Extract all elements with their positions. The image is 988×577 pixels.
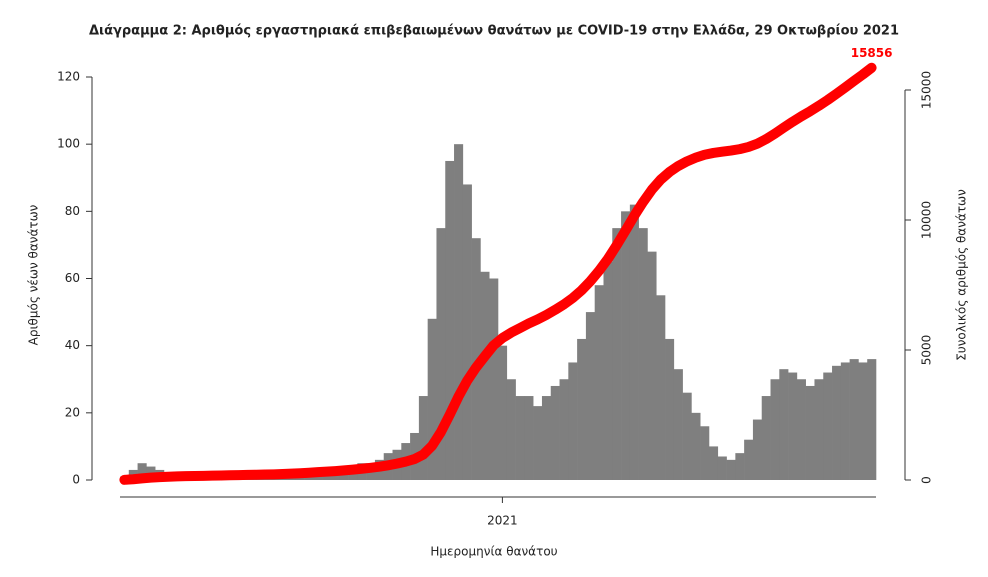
bar xyxy=(621,211,631,481)
bar xyxy=(489,278,499,480)
bar xyxy=(480,271,490,480)
bar xyxy=(638,228,648,480)
bar xyxy=(779,369,789,480)
bar xyxy=(454,144,464,480)
bar xyxy=(471,238,481,480)
bar xyxy=(717,456,727,480)
bar xyxy=(418,396,428,480)
bar xyxy=(814,379,824,480)
bar xyxy=(647,251,657,480)
y2-tick-label: 10000 xyxy=(920,201,934,239)
bar xyxy=(805,385,815,480)
bar xyxy=(726,459,736,480)
bar xyxy=(603,261,613,480)
bar xyxy=(445,160,455,481)
bar xyxy=(550,385,560,480)
bar xyxy=(796,379,806,480)
bar xyxy=(858,362,868,480)
bar xyxy=(752,419,763,480)
bar xyxy=(585,312,595,480)
y-tick-label: 80 xyxy=(65,204,80,218)
bar xyxy=(524,396,534,480)
bar xyxy=(506,379,516,480)
y-tick-label: 0 xyxy=(72,473,80,487)
bar xyxy=(577,338,587,480)
bar xyxy=(541,396,552,480)
y2-tick-label: 15000 xyxy=(920,71,934,109)
bar xyxy=(498,345,508,480)
bar xyxy=(612,228,622,480)
y-tick-label: 120 xyxy=(57,70,80,84)
bar xyxy=(436,228,446,480)
bar xyxy=(665,338,675,480)
x-axis-title: Ημερομηνία θανάτου xyxy=(430,545,557,559)
y2-tick-label: 0 xyxy=(920,476,934,484)
bar xyxy=(673,369,683,480)
y-tick-label: 20 xyxy=(65,405,80,419)
cumulative-line xyxy=(119,62,877,485)
bar xyxy=(656,295,666,480)
bar xyxy=(682,392,692,480)
y-axis-title: Αριθμός νέων θανάτων xyxy=(27,204,41,345)
bar xyxy=(832,365,842,480)
data-label: 15856 xyxy=(851,46,893,60)
bar xyxy=(735,453,745,480)
bar xyxy=(788,372,798,480)
bar xyxy=(568,362,578,480)
bar xyxy=(629,204,639,480)
x-tick-label: 2021 xyxy=(487,514,518,528)
bar xyxy=(761,396,771,480)
bar xyxy=(691,412,701,480)
bar xyxy=(840,362,850,480)
bar xyxy=(462,184,472,480)
y2-tick-label: 5000 xyxy=(920,335,934,366)
bar xyxy=(770,379,780,480)
bar xyxy=(823,372,833,480)
bar xyxy=(137,463,147,480)
bar xyxy=(849,359,859,480)
chart-title: Διάγραμμα 2: Αριθμός εργαστηριακά επιβεβ… xyxy=(89,24,899,39)
y-tick-label: 100 xyxy=(57,137,80,151)
bar xyxy=(594,285,604,480)
bar xyxy=(708,446,719,480)
bar xyxy=(559,379,569,480)
y2-axis-title: Συνολικός αριθμός θανάτων xyxy=(955,189,969,361)
bar xyxy=(744,439,754,480)
bar xyxy=(427,318,437,480)
y-tick-label: 60 xyxy=(65,271,80,285)
y-tick-label: 40 xyxy=(65,338,80,352)
bar xyxy=(533,406,543,480)
bar xyxy=(700,426,710,480)
bar xyxy=(515,396,525,480)
bar xyxy=(867,359,877,480)
